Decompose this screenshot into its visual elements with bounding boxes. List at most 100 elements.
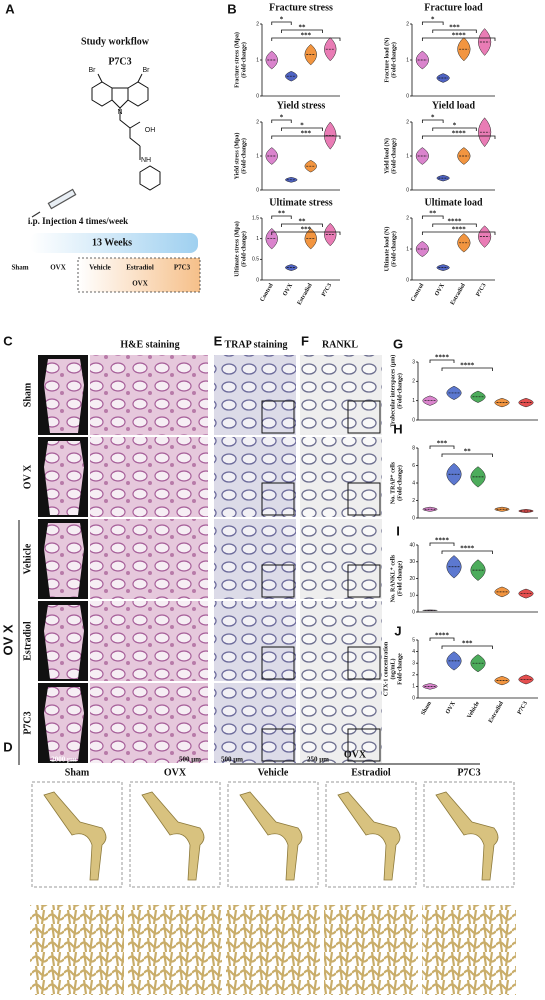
- label: i.p. Injection 4 times/week: [28, 216, 128, 226]
- violin: [446, 463, 462, 486]
- sig-stars: ***: [301, 32, 312, 40]
- sig-bracket: [271, 37, 341, 41]
- y-tick-label: 0: [406, 187, 409, 193]
- x-tick-label: OVX: [434, 282, 446, 297]
- sig-stars: ****: [452, 226, 467, 234]
- label: N: [117, 109, 122, 116]
- sig-stars: *: [280, 114, 284, 122]
- microct: [324, 905, 418, 995]
- y-tick-label: 0.5: [252, 257, 259, 263]
- sig-stars: **: [278, 210, 286, 218]
- label: Br: [89, 67, 97, 74]
- violin: [470, 466, 486, 488]
- label: H: [393, 421, 402, 436]
- y-tick-label: 1: [256, 153, 259, 159]
- inset: [347, 482, 381, 516]
- inset: [261, 646, 295, 680]
- label: A: [5, 1, 15, 16]
- x-tick-label: Vehicle: [467, 700, 482, 719]
- sig-bracket: [441, 367, 493, 371]
- label: Vehicle: [258, 767, 289, 778]
- violin: [446, 385, 462, 400]
- y-axis-label: Fracture load (N): [383, 38, 390, 83]
- label: OH: [145, 127, 156, 134]
- y-tick-label: 1: [406, 153, 409, 159]
- y-tick-label: 1: [412, 398, 415, 404]
- y-axis-label: (ng/mL): [389, 658, 396, 679]
- label: P7C3: [174, 264, 191, 272]
- violin: [494, 397, 510, 408]
- sig-bracket: [441, 550, 493, 554]
- y-tick-label: 2: [406, 215, 409, 221]
- y-axis-label: (Fold-change): [390, 42, 397, 78]
- x-tick-label: OVX: [445, 700, 457, 715]
- sig-bracket: [441, 645, 493, 649]
- label: Sham: [22, 382, 33, 407]
- label: TRAP staining: [224, 339, 287, 350]
- label: Fracture stress: [269, 2, 333, 13]
- sig-stars: *: [431, 16, 435, 24]
- sig-stars: ***: [437, 440, 448, 448]
- violin: [446, 555, 462, 579]
- sig-stars: ****: [452, 32, 467, 40]
- rankl-image: [300, 519, 382, 599]
- x-tick-label: Control: [260, 282, 275, 303]
- violin: [470, 390, 486, 403]
- sig-bracket: [271, 119, 292, 123]
- sig-bracket: [421, 231, 496, 235]
- y-axis-label: (Fold-change): [240, 138, 247, 174]
- violin: [494, 675, 510, 686]
- label: OVX: [50, 264, 66, 272]
- sig-bracket: [429, 445, 455, 449]
- inset: [347, 564, 381, 598]
- sig-stars: ****: [435, 537, 450, 545]
- y-axis-label: Trabecular interspaces (μm): [389, 355, 396, 428]
- histology: [38, 355, 382, 763]
- label: Estradiol: [351, 767, 391, 778]
- y-axis-label: Yield load (N): [383, 138, 390, 174]
- bone-section: [44, 441, 84, 515]
- y-tick-label: 2: [412, 379, 415, 385]
- y-tick-label: 1: [406, 246, 409, 252]
- sig-bracket: [441, 453, 493, 457]
- bone-section: [44, 605, 84, 679]
- y-axis-label: (Fold-change): [390, 138, 397, 174]
- y-tick-label: 2: [406, 21, 409, 27]
- bone-section: [44, 359, 84, 433]
- bone: [435, 791, 499, 881]
- violin: [518, 588, 534, 599]
- inset: [347, 400, 381, 434]
- bone: [337, 791, 401, 881]
- rankl-image: [300, 355, 382, 435]
- y-axis-label: (Fold-change): [240, 42, 247, 78]
- sig-stars: ****: [460, 362, 475, 370]
- bone: [141, 791, 205, 881]
- label: Yield stress: [277, 100, 326, 111]
- violin: [518, 508, 534, 514]
- trap-image: [214, 519, 296, 599]
- sig-stars: ****: [435, 632, 450, 640]
- sig-bracket: [432, 127, 477, 131]
- sig-bracket: [271, 231, 341, 235]
- inset: [261, 564, 295, 598]
- microct: [422, 905, 516, 995]
- bone-section: [44, 687, 84, 761]
- sig-bracket: [429, 359, 455, 363]
- y-tick-label: 30: [409, 559, 415, 565]
- sig-stars: ***: [301, 130, 312, 138]
- label: OVX: [344, 749, 367, 760]
- y-tick-label: 8: [412, 445, 415, 451]
- bone-renderings: [30, 781, 516, 995]
- violin: [446, 651, 462, 671]
- label: 500 μm: [221, 756, 243, 764]
- sig-bracket: [429, 542, 455, 546]
- y-tick-label: 2: [412, 498, 415, 504]
- y-tick-label: 4: [412, 649, 415, 655]
- violin: [518, 674, 534, 685]
- label: I: [396, 523, 400, 538]
- y-tick-label: 0: [412, 609, 415, 615]
- x-tick-label: Control: [410, 282, 425, 303]
- microct: [128, 905, 222, 995]
- sig-bracket: [421, 21, 444, 25]
